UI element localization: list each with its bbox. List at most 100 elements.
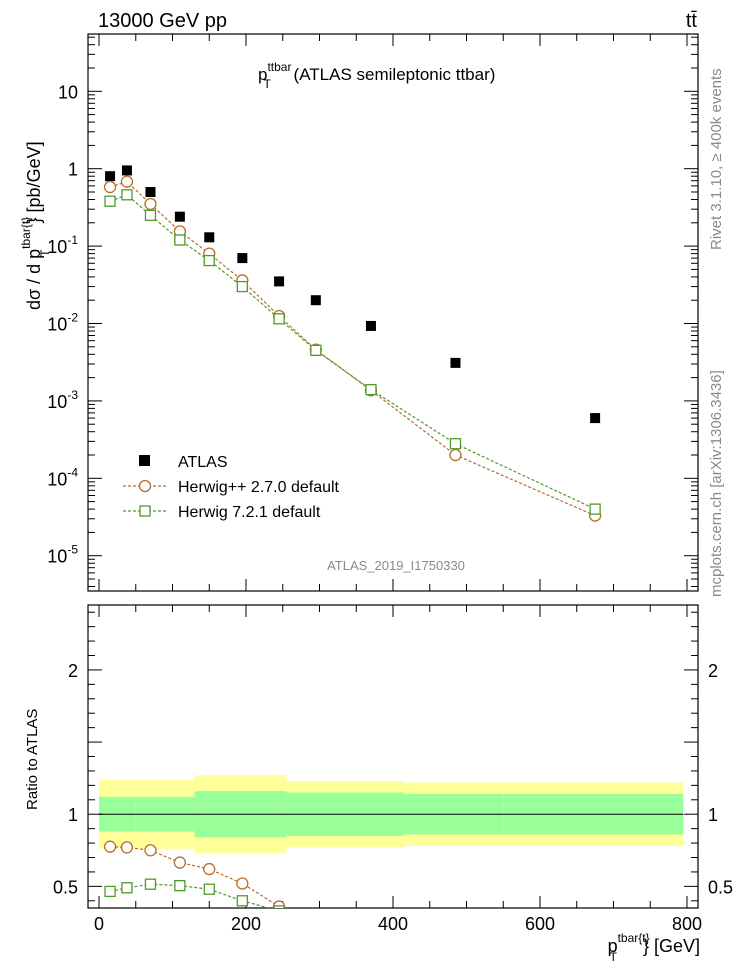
title-sup: ttbar xyxy=(267,60,291,74)
ratio-series xyxy=(103,840,601,956)
analysis-label: ATLAS_2019_I1750330 xyxy=(327,558,465,573)
ratio-herwig7-point xyxy=(273,905,285,908)
herwigpp-point xyxy=(120,175,134,188)
y-tick-label: 10-1 xyxy=(47,233,78,257)
herwig7-point xyxy=(365,383,377,396)
herwigpp-point xyxy=(449,448,462,462)
y-tick-label: 10-2 xyxy=(47,311,78,335)
x-tick-label: 600 xyxy=(525,914,555,934)
legend-entry-atlas: ATLAS xyxy=(139,454,228,471)
title-rest: (ATLAS semileptonic ttbar) xyxy=(289,65,496,84)
herwigpp-point xyxy=(103,180,117,194)
atlas-point xyxy=(105,171,116,182)
y-tick-exp: -5 xyxy=(67,543,78,557)
x-tick-label: 200 xyxy=(231,914,261,934)
herwig7-point xyxy=(203,254,215,267)
atlas-point xyxy=(274,276,285,287)
atlas-point xyxy=(450,357,461,368)
herwig7-point xyxy=(144,209,157,221)
herwig7-point xyxy=(121,189,133,201)
main-ylabel: dσ / d ptbar{t} T} [pb/GeV] xyxy=(19,141,52,310)
ylabel-sup: tbar{t} xyxy=(19,217,33,249)
header-process: tt̄ xyxy=(686,10,698,32)
ratio-herwig7-point xyxy=(311,921,321,931)
ratio-y-tick-label: 0.5 xyxy=(53,877,78,897)
ratio-y-tick-label: 2 xyxy=(68,661,78,681)
y-tick-label: 1 xyxy=(68,160,78,180)
ratio-herwig7-point xyxy=(104,885,116,898)
atlas-point xyxy=(590,413,601,424)
herwig7-point xyxy=(236,280,248,293)
xlabel-p: p xyxy=(608,936,618,956)
atlas-point xyxy=(204,232,215,243)
atlas-point xyxy=(174,211,185,222)
atlas-point xyxy=(310,295,321,306)
ratio-herwigpp-point xyxy=(203,862,216,876)
ratio-herwigpp-point xyxy=(590,945,601,956)
ratio-herwig7-point xyxy=(366,932,376,942)
herwig7-point xyxy=(104,195,116,207)
ratio-herwigpp-point xyxy=(173,856,187,869)
legend: ATLAS Herwig++ 2.7.0 default Herwig 7.2.… xyxy=(123,454,340,521)
y-tick-label: 10-4 xyxy=(47,465,78,489)
x-tick-label: 800 xyxy=(672,914,702,934)
ratio-y-tick-label-right: 2 xyxy=(708,661,718,681)
ratio-herwig7-point xyxy=(121,882,133,894)
y-tick-label: 10 xyxy=(58,82,78,102)
plot-title: pttbar T (ATLAS semileptonic ttbar) xyxy=(258,60,495,91)
ratio-herwig7-point xyxy=(203,883,215,895)
legend-label-atlas: ATLAS xyxy=(178,454,228,471)
ratio-herwig7-point xyxy=(174,879,186,892)
ylabel-sub: T xyxy=(38,249,52,257)
ratio-herwigpp-point xyxy=(236,877,249,890)
y-tick-exp: -3 xyxy=(67,388,78,402)
xlabel-sup: tbar{t} xyxy=(618,931,650,945)
ratio-line-1 xyxy=(109,883,271,908)
x-tick-label: 400 xyxy=(378,914,408,934)
x-tick-label: 0 xyxy=(94,914,104,934)
ratio-herwig7-point xyxy=(236,895,248,907)
xlabel-units: } [GeV] xyxy=(643,936,700,956)
axis-ticks xyxy=(88,34,698,908)
main-series xyxy=(103,165,602,522)
ratio-herwigpp-point xyxy=(120,841,134,854)
ratio-y-tick-label-right: 1 xyxy=(708,805,718,825)
ratio-herwig7-point xyxy=(590,944,600,954)
ratio-y-tick-label-right: 0.5 xyxy=(708,877,733,897)
y-tick-base: 10 xyxy=(47,392,67,412)
y-tick-exp: -1 xyxy=(67,233,78,247)
ratio-ylabel: Ratio to ATLAS xyxy=(24,709,41,810)
ylabel-dsigma: dσ / d p xyxy=(24,249,44,310)
ratio-herwigpp-point xyxy=(365,932,376,943)
ratio-herwig7-point xyxy=(144,878,157,890)
ratio-herwigpp-point xyxy=(144,844,157,857)
y-tick-label: 10-5 xyxy=(47,543,78,567)
ratio-herwigpp-point xyxy=(310,920,321,931)
herwig7-point xyxy=(449,438,462,450)
y-tick-base: 10 xyxy=(47,315,67,335)
legend-marker-herwig7 xyxy=(139,505,151,517)
y-tick-exp: -4 xyxy=(67,465,78,479)
herwigpp-point xyxy=(144,197,157,211)
legend-marker-herwigpp xyxy=(138,479,152,493)
atlas-point xyxy=(237,253,248,264)
xlabel-sub: T xyxy=(610,950,618,964)
legend-entry-herwigpp: Herwig++ 2.7.0 default xyxy=(123,479,340,496)
header-energy: 13000 GeV pp xyxy=(98,10,227,32)
y-tick-base: 10 xyxy=(47,237,67,257)
herwig7-point xyxy=(589,503,601,515)
atlas-point xyxy=(145,187,156,198)
y-tick-exp: -2 xyxy=(67,311,78,325)
herwig7-point xyxy=(174,234,186,246)
ratio-y-tick-label: 1 xyxy=(68,805,78,825)
mcplots-label: mcplots.cern.ch [arXiv:1306.3436] xyxy=(708,370,725,597)
herwig7-point xyxy=(273,313,285,325)
herwig7-point xyxy=(310,344,322,356)
y-tick-base: 10 xyxy=(47,547,67,567)
xlabel: ptbar{t} T } [GeV] xyxy=(608,931,700,964)
atlas-point xyxy=(121,165,132,176)
rivet-label: Rivet 3.1.10, ≥ 400k events xyxy=(708,68,725,250)
legend-label-herwigpp: Herwig++ 2.7.0 default xyxy=(178,479,340,496)
